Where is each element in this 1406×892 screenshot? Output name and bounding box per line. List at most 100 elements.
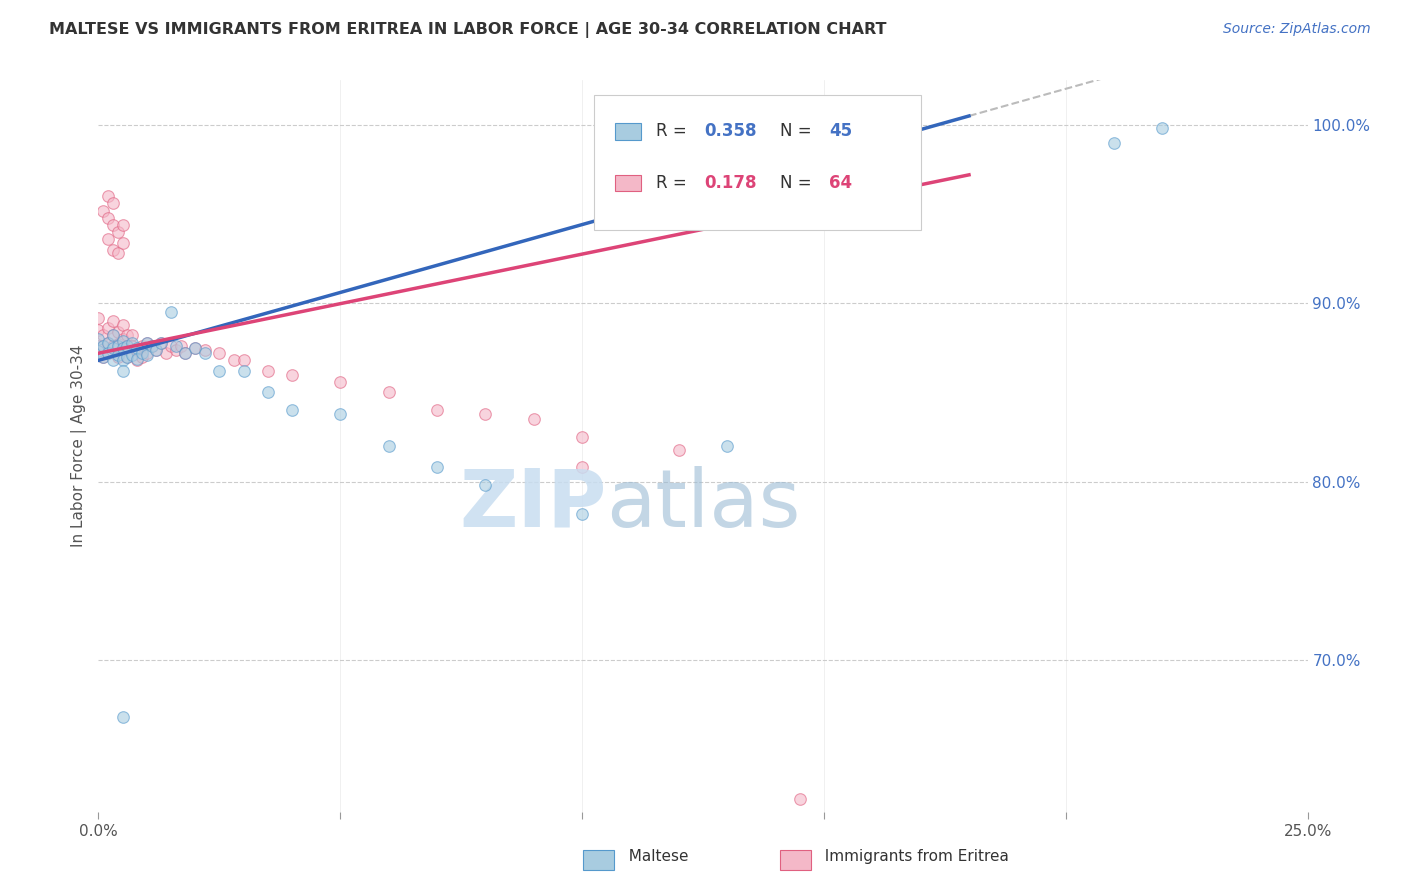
Point bbox=[111, 218, 134, 232]
Point bbox=[127, 353, 149, 368]
Point bbox=[97, 335, 120, 350]
FancyBboxPatch shape bbox=[614, 175, 641, 191]
FancyBboxPatch shape bbox=[614, 123, 641, 139]
Point bbox=[101, 353, 124, 368]
Point bbox=[141, 339, 163, 353]
Point bbox=[101, 341, 124, 355]
Point bbox=[97, 189, 120, 203]
Point bbox=[101, 218, 124, 232]
Point bbox=[571, 430, 593, 444]
Point bbox=[101, 328, 124, 343]
Point bbox=[1152, 121, 1174, 136]
Text: R =: R = bbox=[655, 174, 692, 192]
Point bbox=[232, 364, 254, 378]
Point bbox=[329, 375, 352, 389]
Text: MALTESE VS IMMIGRANTS FROM ERITREA IN LABOR FORCE | AGE 30-34 CORRELATION CHART: MALTESE VS IMMIGRANTS FROM ERITREA IN LA… bbox=[49, 22, 887, 38]
Point bbox=[789, 792, 811, 806]
Point bbox=[111, 332, 134, 346]
Point bbox=[91, 350, 114, 364]
Point bbox=[107, 225, 129, 239]
Point bbox=[208, 346, 231, 360]
Text: 64: 64 bbox=[828, 174, 852, 192]
Point bbox=[101, 314, 124, 328]
Point bbox=[91, 203, 114, 218]
Point bbox=[281, 403, 304, 417]
Point bbox=[474, 478, 496, 492]
Point bbox=[426, 403, 449, 417]
Text: Source: ZipAtlas.com: Source: ZipAtlas.com bbox=[1223, 22, 1371, 37]
Text: R =: R = bbox=[655, 122, 692, 140]
Point bbox=[117, 350, 139, 364]
Point bbox=[141, 339, 163, 353]
Point bbox=[135, 346, 157, 360]
Point bbox=[107, 337, 129, 351]
Point bbox=[97, 346, 120, 360]
Point bbox=[117, 328, 139, 343]
Point bbox=[145, 343, 167, 357]
Point bbox=[111, 318, 134, 332]
Text: atlas: atlas bbox=[606, 466, 800, 543]
Point bbox=[91, 339, 114, 353]
Point bbox=[127, 343, 149, 357]
Point bbox=[111, 235, 134, 250]
Text: Immigrants from Eritrea: Immigrants from Eritrea bbox=[815, 849, 1010, 863]
Point bbox=[117, 339, 139, 353]
Point bbox=[165, 339, 187, 353]
Point bbox=[174, 346, 197, 360]
Point bbox=[426, 460, 449, 475]
Point bbox=[131, 346, 153, 360]
Point bbox=[87, 310, 110, 325]
Text: 0.358: 0.358 bbox=[704, 122, 756, 140]
Point bbox=[127, 351, 149, 366]
Point bbox=[135, 335, 157, 350]
Point bbox=[97, 321, 120, 335]
Point bbox=[194, 343, 217, 357]
Point bbox=[208, 364, 231, 378]
Text: 0.178: 0.178 bbox=[704, 174, 756, 192]
Point bbox=[523, 412, 546, 426]
Point bbox=[111, 334, 134, 348]
Point bbox=[127, 341, 149, 355]
Point bbox=[281, 368, 304, 382]
Point bbox=[160, 339, 183, 353]
Point bbox=[97, 232, 120, 246]
Point bbox=[131, 339, 153, 353]
Point bbox=[377, 439, 399, 453]
Point bbox=[571, 507, 593, 521]
Point bbox=[111, 341, 134, 355]
Y-axis label: In Labor Force | Age 30-34: In Labor Force | Age 30-34 bbox=[72, 344, 87, 548]
Point bbox=[121, 335, 143, 350]
Text: Maltese: Maltese bbox=[619, 849, 688, 863]
Point bbox=[87, 323, 110, 337]
Point bbox=[117, 350, 139, 364]
Point bbox=[169, 339, 191, 353]
Point bbox=[121, 339, 143, 353]
Point bbox=[97, 335, 120, 350]
Point bbox=[121, 328, 143, 343]
Point bbox=[174, 346, 197, 360]
Point bbox=[121, 348, 143, 362]
Point bbox=[222, 353, 245, 368]
Point bbox=[111, 710, 134, 724]
Point bbox=[107, 339, 129, 353]
Point bbox=[111, 364, 134, 378]
Point bbox=[377, 385, 399, 400]
Point bbox=[232, 353, 254, 368]
Point bbox=[101, 196, 124, 211]
Point bbox=[474, 407, 496, 421]
Point bbox=[150, 335, 173, 350]
Point bbox=[97, 211, 120, 225]
Point bbox=[107, 246, 129, 260]
Point bbox=[97, 346, 120, 360]
Point bbox=[111, 353, 134, 368]
Point bbox=[155, 346, 177, 360]
Point bbox=[91, 339, 114, 353]
Text: 45: 45 bbox=[828, 122, 852, 140]
Point bbox=[111, 343, 134, 357]
Point bbox=[101, 339, 124, 353]
Text: N =: N = bbox=[780, 122, 817, 140]
Text: N =: N = bbox=[780, 174, 817, 192]
Point bbox=[329, 407, 352, 421]
Point bbox=[101, 243, 124, 257]
Point bbox=[668, 442, 690, 457]
